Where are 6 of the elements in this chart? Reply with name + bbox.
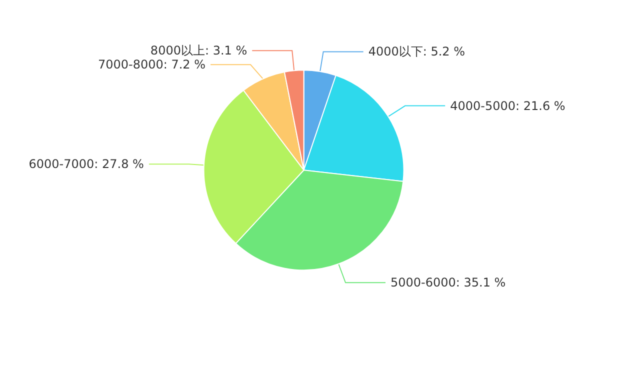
slice-label: 8000以上: 3.1 %: [150, 44, 248, 58]
slice-label: 5000-6000: 35.1 %: [390, 276, 506, 290]
slice-label: 7000-8000: 7.2 %: [98, 58, 206, 72]
slice-label: 4000以下: 5.2 %: [368, 44, 466, 59]
slice-label: 6000-7000: 27.8 %: [28, 157, 144, 172]
slice-label: 4000-5000: 21.6 %: [450, 98, 566, 113]
